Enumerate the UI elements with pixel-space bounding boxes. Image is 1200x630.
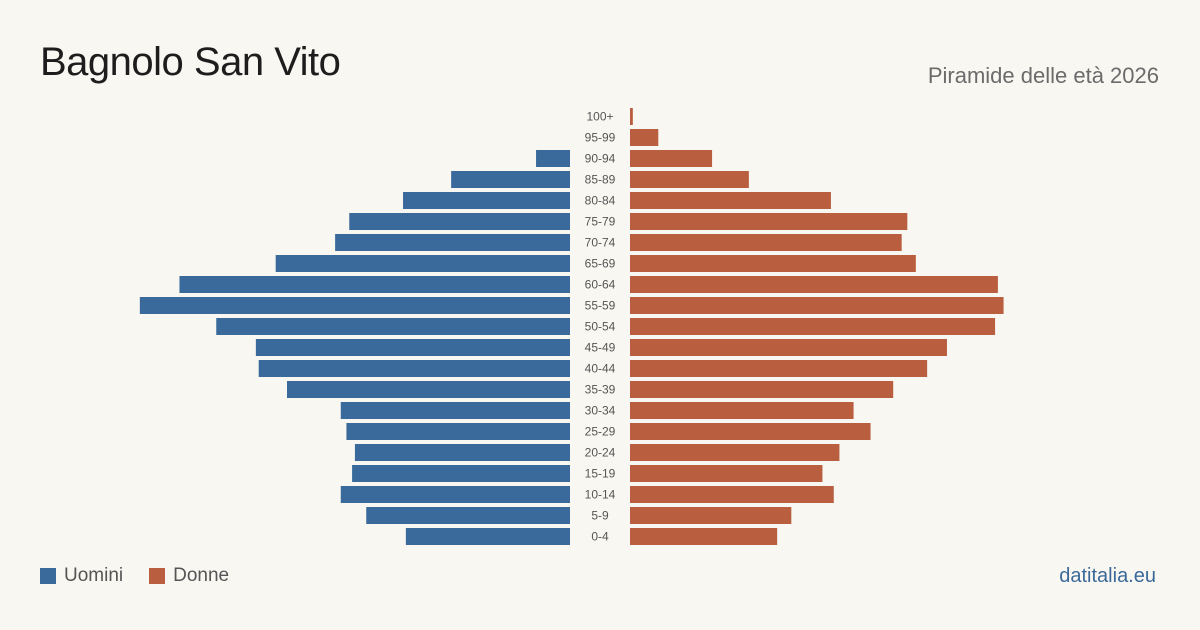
age-label-85-89: 85-89 (585, 173, 616, 187)
women-bar-30-34 (630, 402, 854, 419)
men-bar-20-24 (354, 444, 570, 461)
age-label-20-24: 20-24 (585, 446, 616, 460)
women-swatch (149, 568, 166, 584)
women-bar-65-69 (630, 255, 916, 272)
age-label-50-54: 50-54 (585, 320, 616, 334)
women-bar-5-9 (630, 507, 792, 524)
men-bar-85-89 (451, 171, 570, 188)
legend-label-women: Donne (173, 565, 230, 586)
men-bar-5-9 (366, 507, 570, 524)
men-bar-50-54 (216, 318, 570, 335)
men-bar-45-49 (255, 339, 570, 356)
age-label-70-74: 70-74 (585, 236, 616, 250)
women-bar-10-14 (630, 486, 834, 503)
age-label-55-59: 55-59 (585, 299, 616, 313)
men-bar-35-39 (287, 381, 570, 398)
age-label-0-4: 0-4 (591, 530, 609, 544)
age-label-95-99: 95-99 (585, 131, 616, 145)
women-bar-75-79 (630, 213, 908, 230)
women-bar-45-49 (630, 339, 947, 356)
legend: Uomini Donne (40, 565, 255, 587)
men-bar-30-34 (340, 402, 570, 419)
age-label-80-84: 80-84 (585, 194, 616, 208)
legend-item-women: Donne (149, 565, 229, 587)
women-bar-40-44 (630, 360, 928, 377)
men-swatch (40, 568, 56, 584)
men-bar-55-59 (139, 297, 570, 314)
men-bar-15-19 (352, 465, 570, 482)
women-bar-60-64 (630, 276, 998, 293)
women-bar-85-89 (630, 171, 749, 188)
women-bar-80-84 (630, 192, 831, 209)
women-bar-25-29 (630, 423, 871, 440)
women-bar-15-19 (630, 465, 823, 482)
women-bar-20-24 (630, 444, 840, 461)
men-bars-group (139, 150, 570, 545)
age-label-65-69: 65-69 (585, 257, 616, 271)
age-labels-group: 100+ 95-99 90-94 85-89 80-84 75-79 70-74 65-69 6… (585, 110, 616, 544)
age-label-45-49: 45-49 (585, 341, 616, 355)
women-bar-70-74 (630, 234, 902, 251)
age-label-90-94: 90-94 (585, 152, 616, 166)
age-label-35-39: 35-39 (585, 383, 616, 397)
chart-subtitle: Piramide delle età 2026 (927, 63, 1159, 88)
women-bar-100plus (630, 108, 633, 125)
men-bar-90-94 (536, 150, 570, 167)
age-label-100plus: 100+ (586, 110, 613, 124)
age-label-15-19: 15-19 (585, 467, 616, 481)
men-bar-80-84 (403, 192, 570, 209)
men-bar-70-74 (335, 234, 570, 251)
source-link[interactable]: datitalia.eu (1059, 565, 1156, 587)
women-bar-95-99 (630, 129, 659, 146)
men-bar-65-69 (275, 255, 570, 272)
women-bar-0-4 (630, 528, 778, 545)
women-bar-90-94 (630, 150, 713, 167)
men-bar-40-44 (258, 360, 570, 377)
men-bar-25-29 (346, 423, 570, 440)
age-label-75-79: 75-79 (585, 215, 616, 229)
age-label-10-14: 10-14 (585, 488, 616, 502)
men-bar-10-14 (340, 486, 570, 503)
age-label-30-34: 30-34 (585, 404, 616, 418)
age-label-25-29: 25-29 (585, 425, 616, 439)
page-title: Bagnolo San Vito (40, 40, 341, 84)
women-bars-group (630, 108, 1004, 545)
women-bar-35-39 (630, 381, 894, 398)
age-label-40-44: 40-44 (585, 362, 616, 376)
men-bar-60-64 (179, 276, 570, 293)
women-bar-50-54 (630, 318, 996, 335)
legend-item-men: Uomini (40, 565, 123, 587)
women-bar-55-59 (630, 297, 1004, 314)
men-bar-75-79 (349, 213, 570, 230)
legend-label-men: Uomini (64, 565, 124, 586)
men-bar-0-4 (405, 528, 570, 545)
age-label-5-9: 5-9 (591, 509, 609, 523)
age-label-60-64: 60-64 (585, 278, 616, 292)
